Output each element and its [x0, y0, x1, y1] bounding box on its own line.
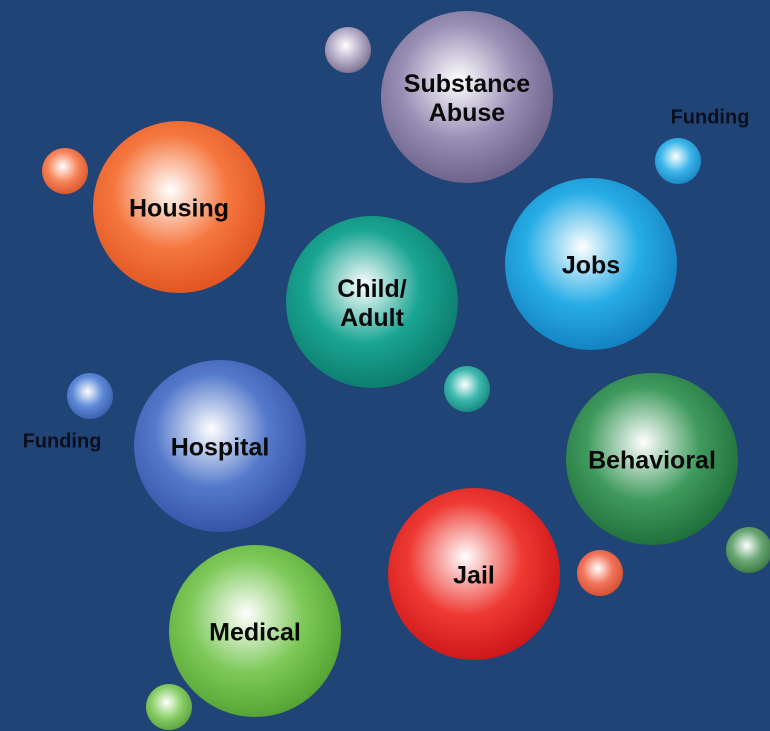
small-bubble: [577, 550, 623, 596]
bubble-label: Substance: [404, 70, 531, 98]
small-bubble: [146, 684, 192, 730]
bubble: [505, 178, 677, 350]
bubble: [93, 121, 265, 293]
small-bubble: [444, 366, 490, 412]
bubble-label: Behavioral: [588, 447, 716, 475]
bubble: [566, 373, 738, 545]
bubble-label: Child/: [337, 275, 406, 303]
bubble-label: Adult: [340, 304, 405, 332]
bubble-label: Hospital: [171, 434, 270, 462]
bubble: [134, 360, 306, 532]
bubble: [381, 11, 553, 183]
small-bubble: [655, 138, 701, 184]
funding-label: Funding: [671, 106, 750, 128]
bubble-label: Jail: [453, 562, 495, 590]
small-bubble: [42, 148, 88, 194]
small-bubble: [67, 373, 113, 419]
bubble: [388, 488, 560, 660]
small-bubble: [325, 27, 371, 73]
funding-label: Funding: [23, 430, 102, 452]
bubble-label: Abuse: [429, 99, 506, 127]
bubble: [286, 216, 458, 388]
small-bubble: [726, 527, 770, 573]
bubble-label: Housing: [129, 195, 229, 223]
bubble-label: Medical: [209, 619, 301, 647]
bubble: [169, 545, 341, 717]
bubble-label: Jobs: [562, 252, 620, 280]
